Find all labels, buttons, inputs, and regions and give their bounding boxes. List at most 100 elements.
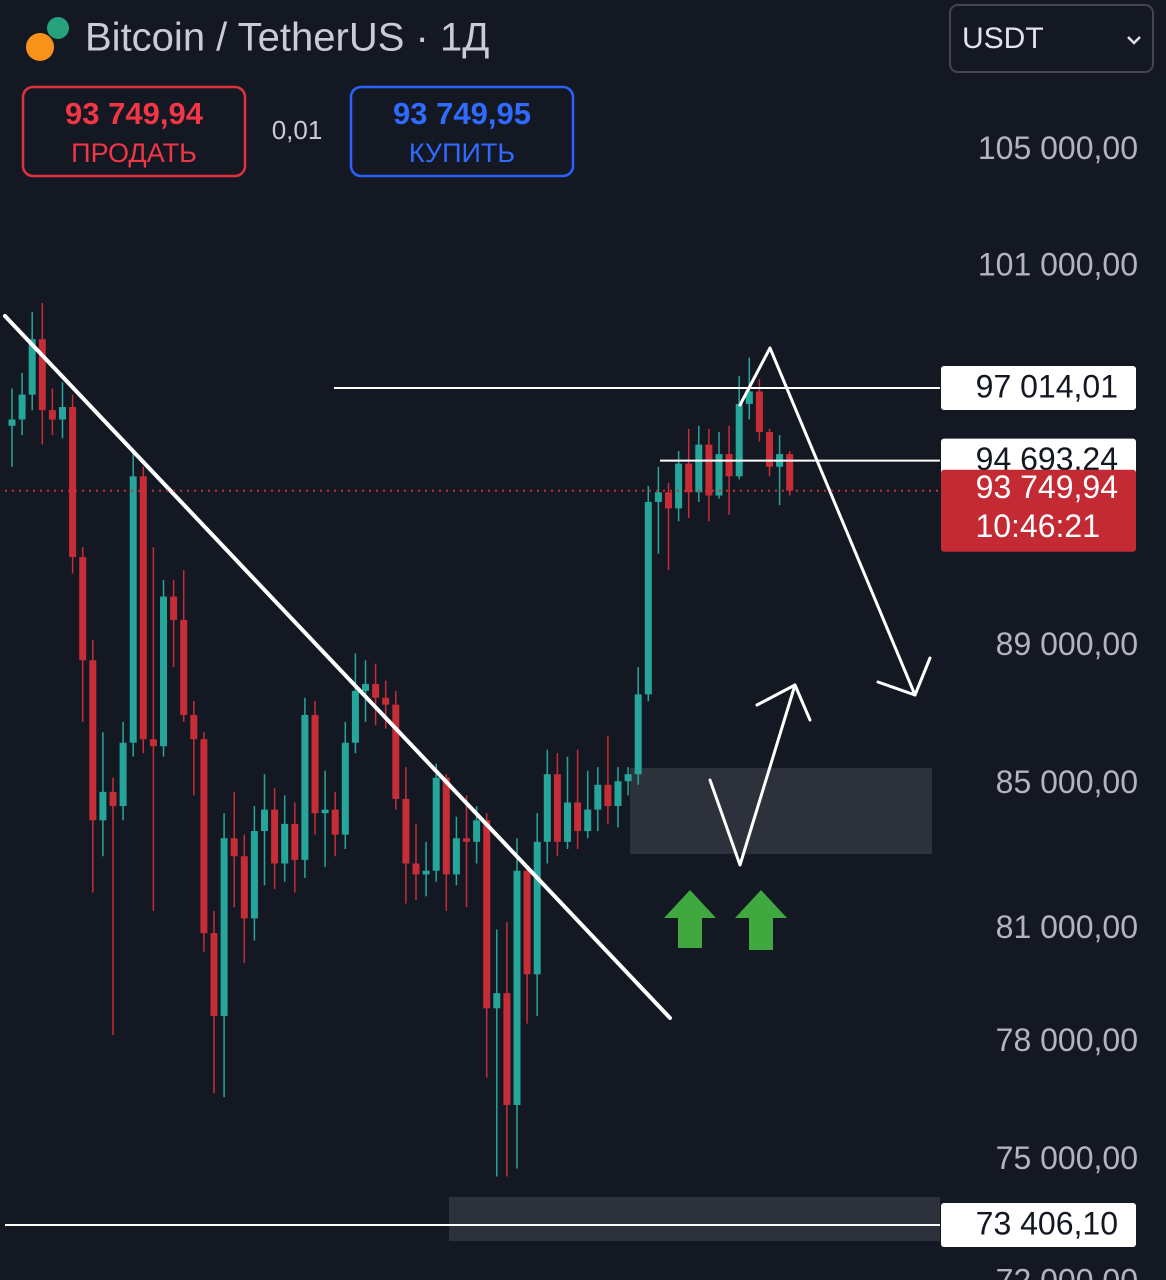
demand-zone xyxy=(630,768,932,854)
candle-body xyxy=(604,784,612,807)
candle-body xyxy=(725,454,733,477)
currency-label: USDT xyxy=(962,22,1044,55)
candle-body xyxy=(291,823,299,860)
candle-body xyxy=(695,444,703,493)
candle-body xyxy=(493,993,501,1009)
candle-body xyxy=(48,410,56,420)
candle-body xyxy=(281,823,289,864)
buy-button[interactable] xyxy=(349,85,575,178)
candle-body xyxy=(402,798,410,864)
buy-label: КУПИТЬ xyxy=(409,138,515,168)
price-tag-label: 73 406,10 xyxy=(976,1205,1118,1241)
spread: 0,01 xyxy=(272,115,323,145)
candle-body xyxy=(392,704,400,799)
candle-body xyxy=(442,777,450,875)
candle-body xyxy=(594,784,602,810)
candle-body xyxy=(119,742,127,807)
candle-body xyxy=(483,820,491,1009)
candle-body xyxy=(160,596,167,747)
y-tick-label: 78 000,00 xyxy=(996,1022,1138,1058)
buy-price: 93 749,95 xyxy=(393,96,531,131)
btc-icon xyxy=(26,33,54,61)
candle-body xyxy=(362,684,369,691)
candle-body xyxy=(59,407,66,420)
candle-body xyxy=(685,463,693,493)
symbol-title: Bitcoin / TetherUS · 1Д xyxy=(85,16,489,60)
candle-body xyxy=(523,870,531,975)
candle-body xyxy=(755,391,763,433)
candle-body xyxy=(564,802,571,842)
candle-body xyxy=(675,463,683,509)
candle-body xyxy=(69,407,77,558)
candle-body xyxy=(715,454,723,496)
y-tick-label: 89 000,00 xyxy=(996,626,1138,662)
candle-body xyxy=(180,619,188,715)
candles xyxy=(8,302,794,1177)
candle-body xyxy=(634,694,642,775)
candle-body xyxy=(422,870,430,875)
candle-body xyxy=(372,684,380,698)
candle-body xyxy=(351,690,359,743)
candle-body xyxy=(109,791,117,807)
candle-body xyxy=(149,739,157,747)
trend-line xyxy=(3,314,672,1020)
candle-body xyxy=(38,339,46,411)
candle-body xyxy=(513,870,521,1105)
candle-body xyxy=(89,660,97,821)
candle-body xyxy=(210,933,218,1016)
candle-body xyxy=(331,809,339,835)
down-arrow-head xyxy=(876,656,932,697)
sell-price: 93 749,94 xyxy=(65,96,204,131)
axis: 105 000,00 101 000,00 89 000,00 85 000,00 81… xyxy=(940,130,1138,1280)
candle-body xyxy=(745,391,753,404)
candle-body xyxy=(412,863,420,875)
candle-body xyxy=(574,802,582,832)
y-tick-label: 85 000,00 xyxy=(996,764,1138,800)
candle-body xyxy=(553,774,561,842)
candle-body xyxy=(271,809,279,864)
candle-body xyxy=(220,838,228,1016)
candle-body xyxy=(170,596,178,620)
candle-body xyxy=(28,339,36,395)
last-price-label: 93 749,94 xyxy=(976,469,1118,505)
candle-body xyxy=(614,781,622,807)
candle-body xyxy=(321,809,329,814)
candle-body xyxy=(654,492,662,502)
candle-body xyxy=(665,492,672,509)
y-tick-label: 101 000,00 xyxy=(978,247,1138,283)
price-tag xyxy=(941,1202,1136,1247)
up-arrow-head xyxy=(755,683,812,722)
candle-body xyxy=(261,809,268,832)
candle-body xyxy=(705,444,713,496)
green-arrow xyxy=(664,890,716,948)
y-tick-label: 105 000,00 xyxy=(978,130,1138,166)
price-tag-label: 97 014,01 xyxy=(976,368,1118,404)
support-zone xyxy=(449,1197,940,1241)
y-tick-label: 81 000,00 xyxy=(996,909,1138,945)
price-tag xyxy=(941,365,1136,410)
candle-body xyxy=(766,432,773,467)
header: Bitcoin / TetherUS · 1Д USDT 93 749,94 П… xyxy=(21,4,1154,178)
candle-body xyxy=(382,697,390,705)
down-arrow xyxy=(738,346,917,697)
chevron xyxy=(1127,36,1141,45)
candle-body xyxy=(8,419,16,426)
candle-body xyxy=(584,809,592,832)
candle-body xyxy=(503,993,511,1105)
y-tick-label: 75 000,00 xyxy=(996,1140,1138,1176)
candle-body xyxy=(139,476,147,740)
currency-select[interactable] xyxy=(949,4,1154,73)
countdown: 10:46:21 xyxy=(975,508,1100,544)
candle-body xyxy=(786,454,794,491)
candle-body xyxy=(18,394,26,420)
candle-body xyxy=(301,714,309,860)
sell-button[interactable] xyxy=(21,85,247,178)
drawings xyxy=(3,314,932,1020)
candle-body xyxy=(473,820,481,842)
y-tick-label: 72 000,00 xyxy=(996,1262,1138,1280)
candle-body xyxy=(624,774,632,782)
candle-body xyxy=(190,714,198,740)
